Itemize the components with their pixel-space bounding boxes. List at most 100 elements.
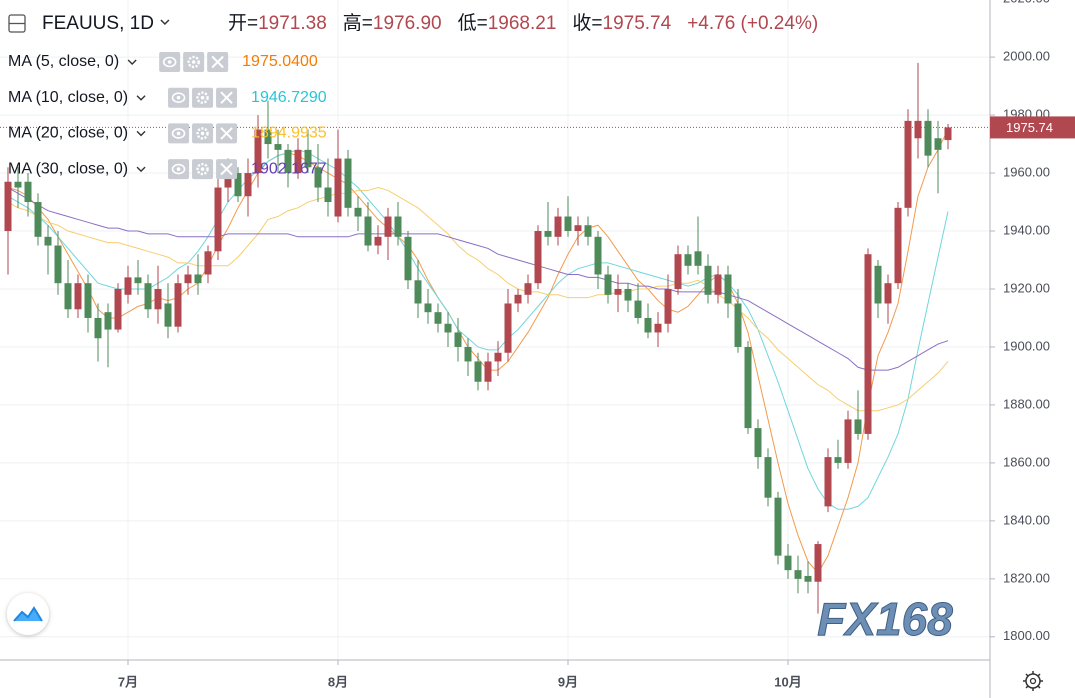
gear-hub: [191, 60, 196, 64]
candle-body: [74, 283, 82, 310]
close-icon: [220, 162, 233, 176]
candle-body: [584, 225, 592, 237]
candle-body: [264, 129, 272, 145]
candle-body: [654, 323, 662, 333]
candle-body: [274, 144, 282, 150]
eye-icon: [171, 128, 186, 139]
candle-body: [334, 158, 342, 217]
gear-button[interactable]: [192, 159, 214, 180]
last-price-label: 1975.74: [1006, 120, 1053, 135]
quote-label: 低=: [458, 12, 488, 34]
eye-pupil: [167, 60, 172, 64]
candle-body: [784, 555, 792, 571]
legend-name[interactable]: MA (10, close, 0): [8, 89, 128, 106]
hamburger-icon[interactable]: [8, 14, 26, 33]
candle-body: [64, 283, 72, 310]
candle-body: [494, 352, 502, 362]
gear-button[interactable]: [192, 123, 214, 144]
candle-body: [404, 236, 412, 281]
candle-body: [544, 231, 552, 237]
candle-body: [444, 323, 452, 333]
close-button[interactable]: [216, 87, 238, 108]
quote: 开=1971.38 高=1976.90 低=1968.21 收=1975.74 +4.7…: [228, 12, 818, 34]
candle-body: [124, 277, 132, 295]
ma-line: [7, 149, 949, 510]
candle-body: [894, 207, 902, 284]
candle-body: [734, 303, 742, 347]
chevron[interactable]: [136, 95, 146, 101]
candle-body: [914, 120, 922, 139]
candle-body: [194, 274, 202, 284]
candle-body: [4, 181, 12, 232]
candle-body: [534, 231, 542, 284]
eye-pupil: [176, 95, 181, 100]
y-tick-label: 1820.00: [1003, 570, 1050, 585]
y-tick-label: 1960.00: [1003, 164, 1050, 179]
candle-body: [664, 288, 672, 324]
candle-body: [464, 346, 472, 362]
y-tick-label: 2020.00: [1003, 0, 1050, 6]
candle-body: [644, 317, 652, 333]
chevron[interactable]: [136, 166, 146, 173]
candle-body: [174, 283, 182, 327]
legend-value: 1975.0400: [242, 53, 318, 70]
y-tick-label: 1800.00: [1003, 628, 1050, 643]
candle-body: [814, 544, 822, 582]
quote-item: 高=1976.90: [343, 12, 442, 34]
candle-body: [374, 236, 382, 246]
candle-body: [684, 254, 692, 266]
candle-body: [854, 419, 862, 434]
candle-body: [604, 274, 612, 295]
plot-area: [0, 62, 990, 614]
candle-body: [744, 346, 752, 429]
close-icon: [220, 127, 233, 140]
quote-item: 开=1971.38: [228, 13, 327, 34]
chevron[interactable]: [127, 59, 137, 65]
candle-body: [344, 158, 352, 208]
watermark: FX168: [817, 593, 953, 645]
chevron[interactable]: [136, 130, 146, 137]
candle-body: [804, 575, 812, 582]
legend-name[interactable]: MA (5, close, 0): [8, 53, 119, 70]
eye-icon: [171, 163, 186, 175]
candle-body: [184, 274, 192, 284]
chevron[interactable]: [160, 19, 170, 26]
eye-button[interactable]: [168, 159, 190, 180]
candle-body: [424, 303, 432, 313]
gear-icon: [196, 91, 209, 104]
candle-body: [624, 288, 632, 301]
close-button[interactable]: [216, 123, 238, 144]
quote-value: 1975.74: [603, 13, 672, 34]
eye-pupil: [176, 131, 181, 136]
close-button[interactable]: [207, 52, 229, 72]
eye-button[interactable]: [168, 87, 190, 108]
candle-body: [554, 216, 562, 237]
gear-icon: [196, 127, 209, 140]
quote-label: 高=: [343, 12, 373, 34]
candle-body: [614, 288, 622, 295]
candle-body: [834, 457, 842, 463]
tradingview-logo[interactable]: [7, 593, 49, 635]
candle-body: [884, 283, 892, 304]
legend-name[interactable]: MA (20, close, 0): [8, 125, 128, 142]
gear-button[interactable]: [192, 87, 214, 108]
candle-body: [114, 288, 122, 330]
eye-button[interactable]: [159, 52, 181, 72]
grid: [0, 0, 990, 660]
candle-body: [524, 283, 532, 295]
settings-icon[interactable]: [1023, 671, 1043, 691]
gear-button[interactable]: [183, 52, 205, 72]
close-button[interactable]: [216, 159, 238, 180]
symbol[interactable]: FEAUUS, 1D: [42, 13, 154, 34]
candle-body: [324, 187, 332, 203]
legend-name[interactable]: MA (30, close, 0): [8, 160, 128, 177]
candle-body: [204, 251, 212, 275]
candle-body: [864, 254, 872, 434]
candle-body: [694, 251, 702, 266]
y-tick-label: 1900.00: [1003, 338, 1050, 353]
close-icon: [220, 91, 233, 104]
candle-body: [764, 457, 772, 498]
eye-button[interactable]: [168, 123, 190, 144]
quote-label: 开=: [228, 13, 258, 34]
